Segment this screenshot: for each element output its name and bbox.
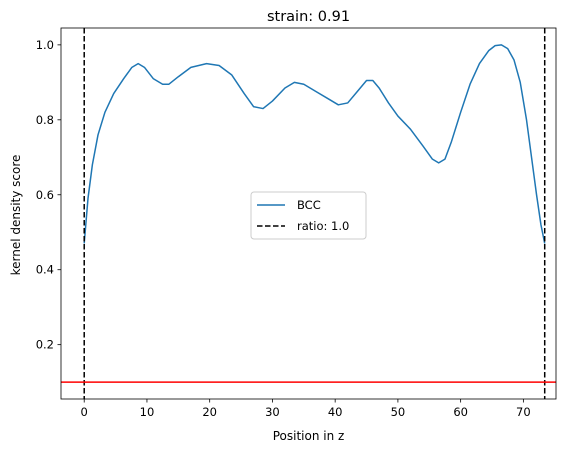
legend-label-2: ratio: 1.0: [297, 219, 349, 233]
x-tick-label: 60: [453, 405, 468, 419]
y-axis-label: kernel density score: [9, 155, 23, 276]
plot-area: 0 10 20 30 40 50 60 70 0.2 0.4 0.6 0.8 1.0: [36, 27, 557, 419]
legend-label-1: BCC: [297, 198, 321, 212]
chart-title: strain: 0.91: [267, 9, 350, 25]
legend: BCC ratio: 1.0: [250, 191, 367, 240]
y-tick-label: 0.2: [36, 338, 54, 352]
x-tick-label: 50: [391, 405, 406, 419]
plot-content: [61, 28, 556, 399]
x-tick-label: 20: [202, 405, 217, 419]
x-axis-label: Position in z: [273, 429, 345, 443]
x-tick-label: 10: [140, 405, 155, 419]
x-tick-label: 0: [81, 405, 88, 419]
legend-box: [250, 191, 367, 240]
x-tick-label: 40: [328, 405, 343, 419]
y-tick-label: 0.6: [36, 188, 54, 202]
y-tick-label: 1.0: [36, 38, 54, 52]
x-tick-label: 30: [265, 405, 280, 419]
x-tick-label: 70: [516, 405, 531, 419]
y-tick-label: 0.4: [36, 263, 54, 277]
y-tick-label: 0.8: [36, 113, 54, 127]
series-line-bcc: [83, 44, 546, 244]
axes-frame: [60, 27, 557, 400]
